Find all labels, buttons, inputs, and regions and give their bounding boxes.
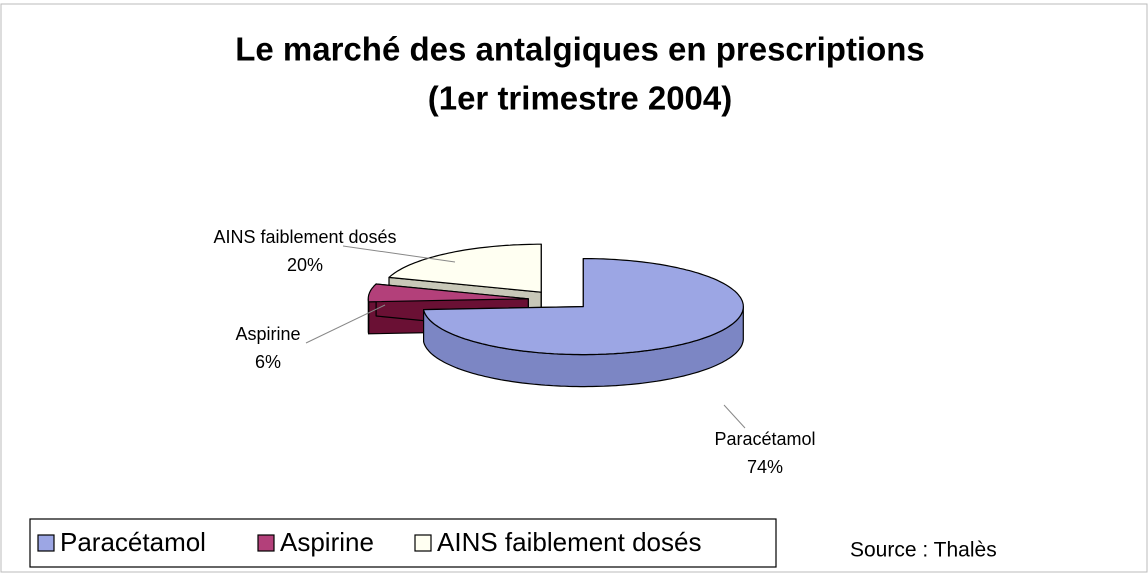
slice xyxy=(423,258,744,356)
data-label: 20% xyxy=(287,255,323,275)
legend-label: Paracétamol xyxy=(60,527,206,557)
source-note: Source : Thalès xyxy=(850,539,997,562)
slice xyxy=(367,283,529,303)
chart-title: (1er trimestre 2004) xyxy=(428,80,733,117)
data-label: AINS faiblement dosés xyxy=(213,227,396,247)
legend-box xyxy=(29,518,777,568)
data-label: 74% xyxy=(747,457,783,477)
legend-label: AINS faiblement dosés xyxy=(437,527,701,557)
legend-swatch xyxy=(257,534,275,552)
data-label: Aspirine xyxy=(235,324,300,344)
chart-title: Le marché des antalgiques en prescriptio… xyxy=(235,31,925,68)
data-label: 6% xyxy=(255,352,281,372)
data-label: Paracétamol xyxy=(714,429,815,449)
legend-label: Aspirine xyxy=(280,527,374,557)
leader-line xyxy=(342,245,456,263)
legend-swatch xyxy=(37,534,55,552)
slice xyxy=(388,243,542,293)
leader-line xyxy=(723,404,746,429)
chart-frame xyxy=(0,3,1148,573)
leader-line xyxy=(305,304,386,344)
legend-swatch xyxy=(414,534,432,552)
